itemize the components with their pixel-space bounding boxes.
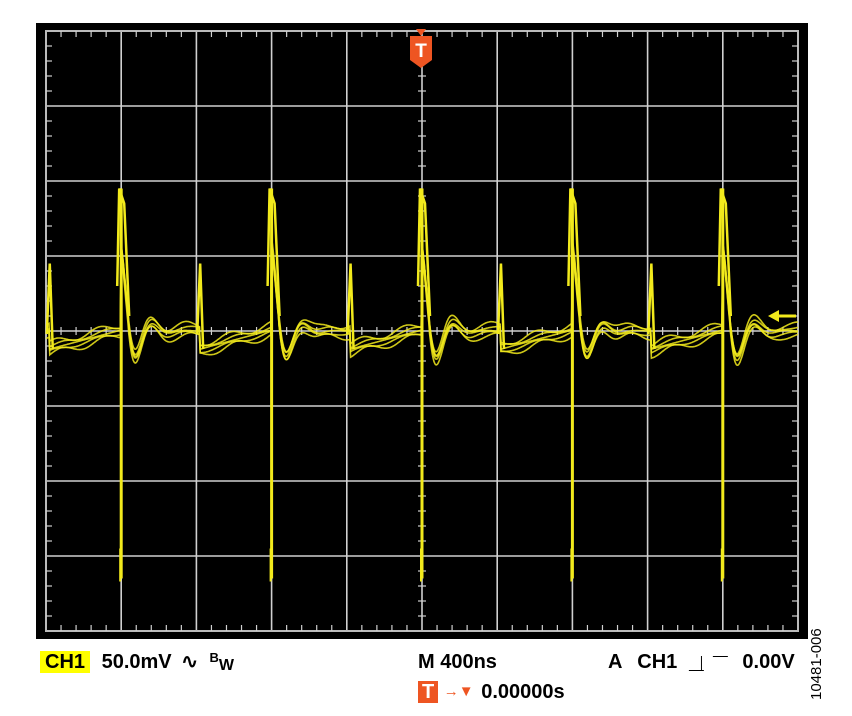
mid-spike	[45, 263, 55, 350]
trigger-offset-arrow-icon: →▼	[443, 683, 474, 700]
mid-spike	[647, 263, 656, 350]
spike-overshoot	[567, 188, 582, 317]
left-arrow-icon	[768, 310, 796, 322]
ch1-trace	[45, 188, 799, 582]
mid-spike	[346, 263, 355, 350]
ac-coupling-icon: ∿	[181, 651, 198, 673]
trigger-position-readout: T →▼ 0.00000s	[418, 680, 565, 706]
mid-spike	[496, 263, 506, 350]
rising-edge-icon: ⎽⎸⎺	[688, 655, 728, 672]
volts-per-div: 50.0mV	[101, 651, 172, 673]
spike-overshoot	[115, 188, 131, 317]
spike-overshoot	[266, 188, 281, 317]
trigger-channel: CH1	[637, 651, 678, 673]
figure-id: 10481-006	[808, 628, 825, 700]
mid-spike	[195, 263, 205, 350]
trigger-readout: A CH1 ⎽⎸⎺ 0.00V	[608, 650, 795, 676]
bw-limit-w: W	[218, 657, 235, 674]
trigger-position: 0.00000s	[481, 681, 565, 703]
markers: T	[410, 29, 796, 322]
channel-readout: CH1 50.0mV ∿ BW	[40, 650, 234, 676]
trigger-badge: T	[418, 681, 439, 703]
trigger-mode: A	[608, 651, 622, 673]
spike-overshoot	[416, 188, 432, 317]
trigger-level: 0.00V	[742, 651, 795, 673]
trigger-position-icon: T	[410, 29, 432, 68]
spike-overshoot	[717, 188, 733, 317]
timebase-readout: M 400ns	[418, 651, 497, 673]
bw-limit-b: B	[209, 650, 219, 665]
trigger-marker-text: T	[415, 41, 427, 62]
ch1-badge: CH1	[40, 651, 91, 673]
